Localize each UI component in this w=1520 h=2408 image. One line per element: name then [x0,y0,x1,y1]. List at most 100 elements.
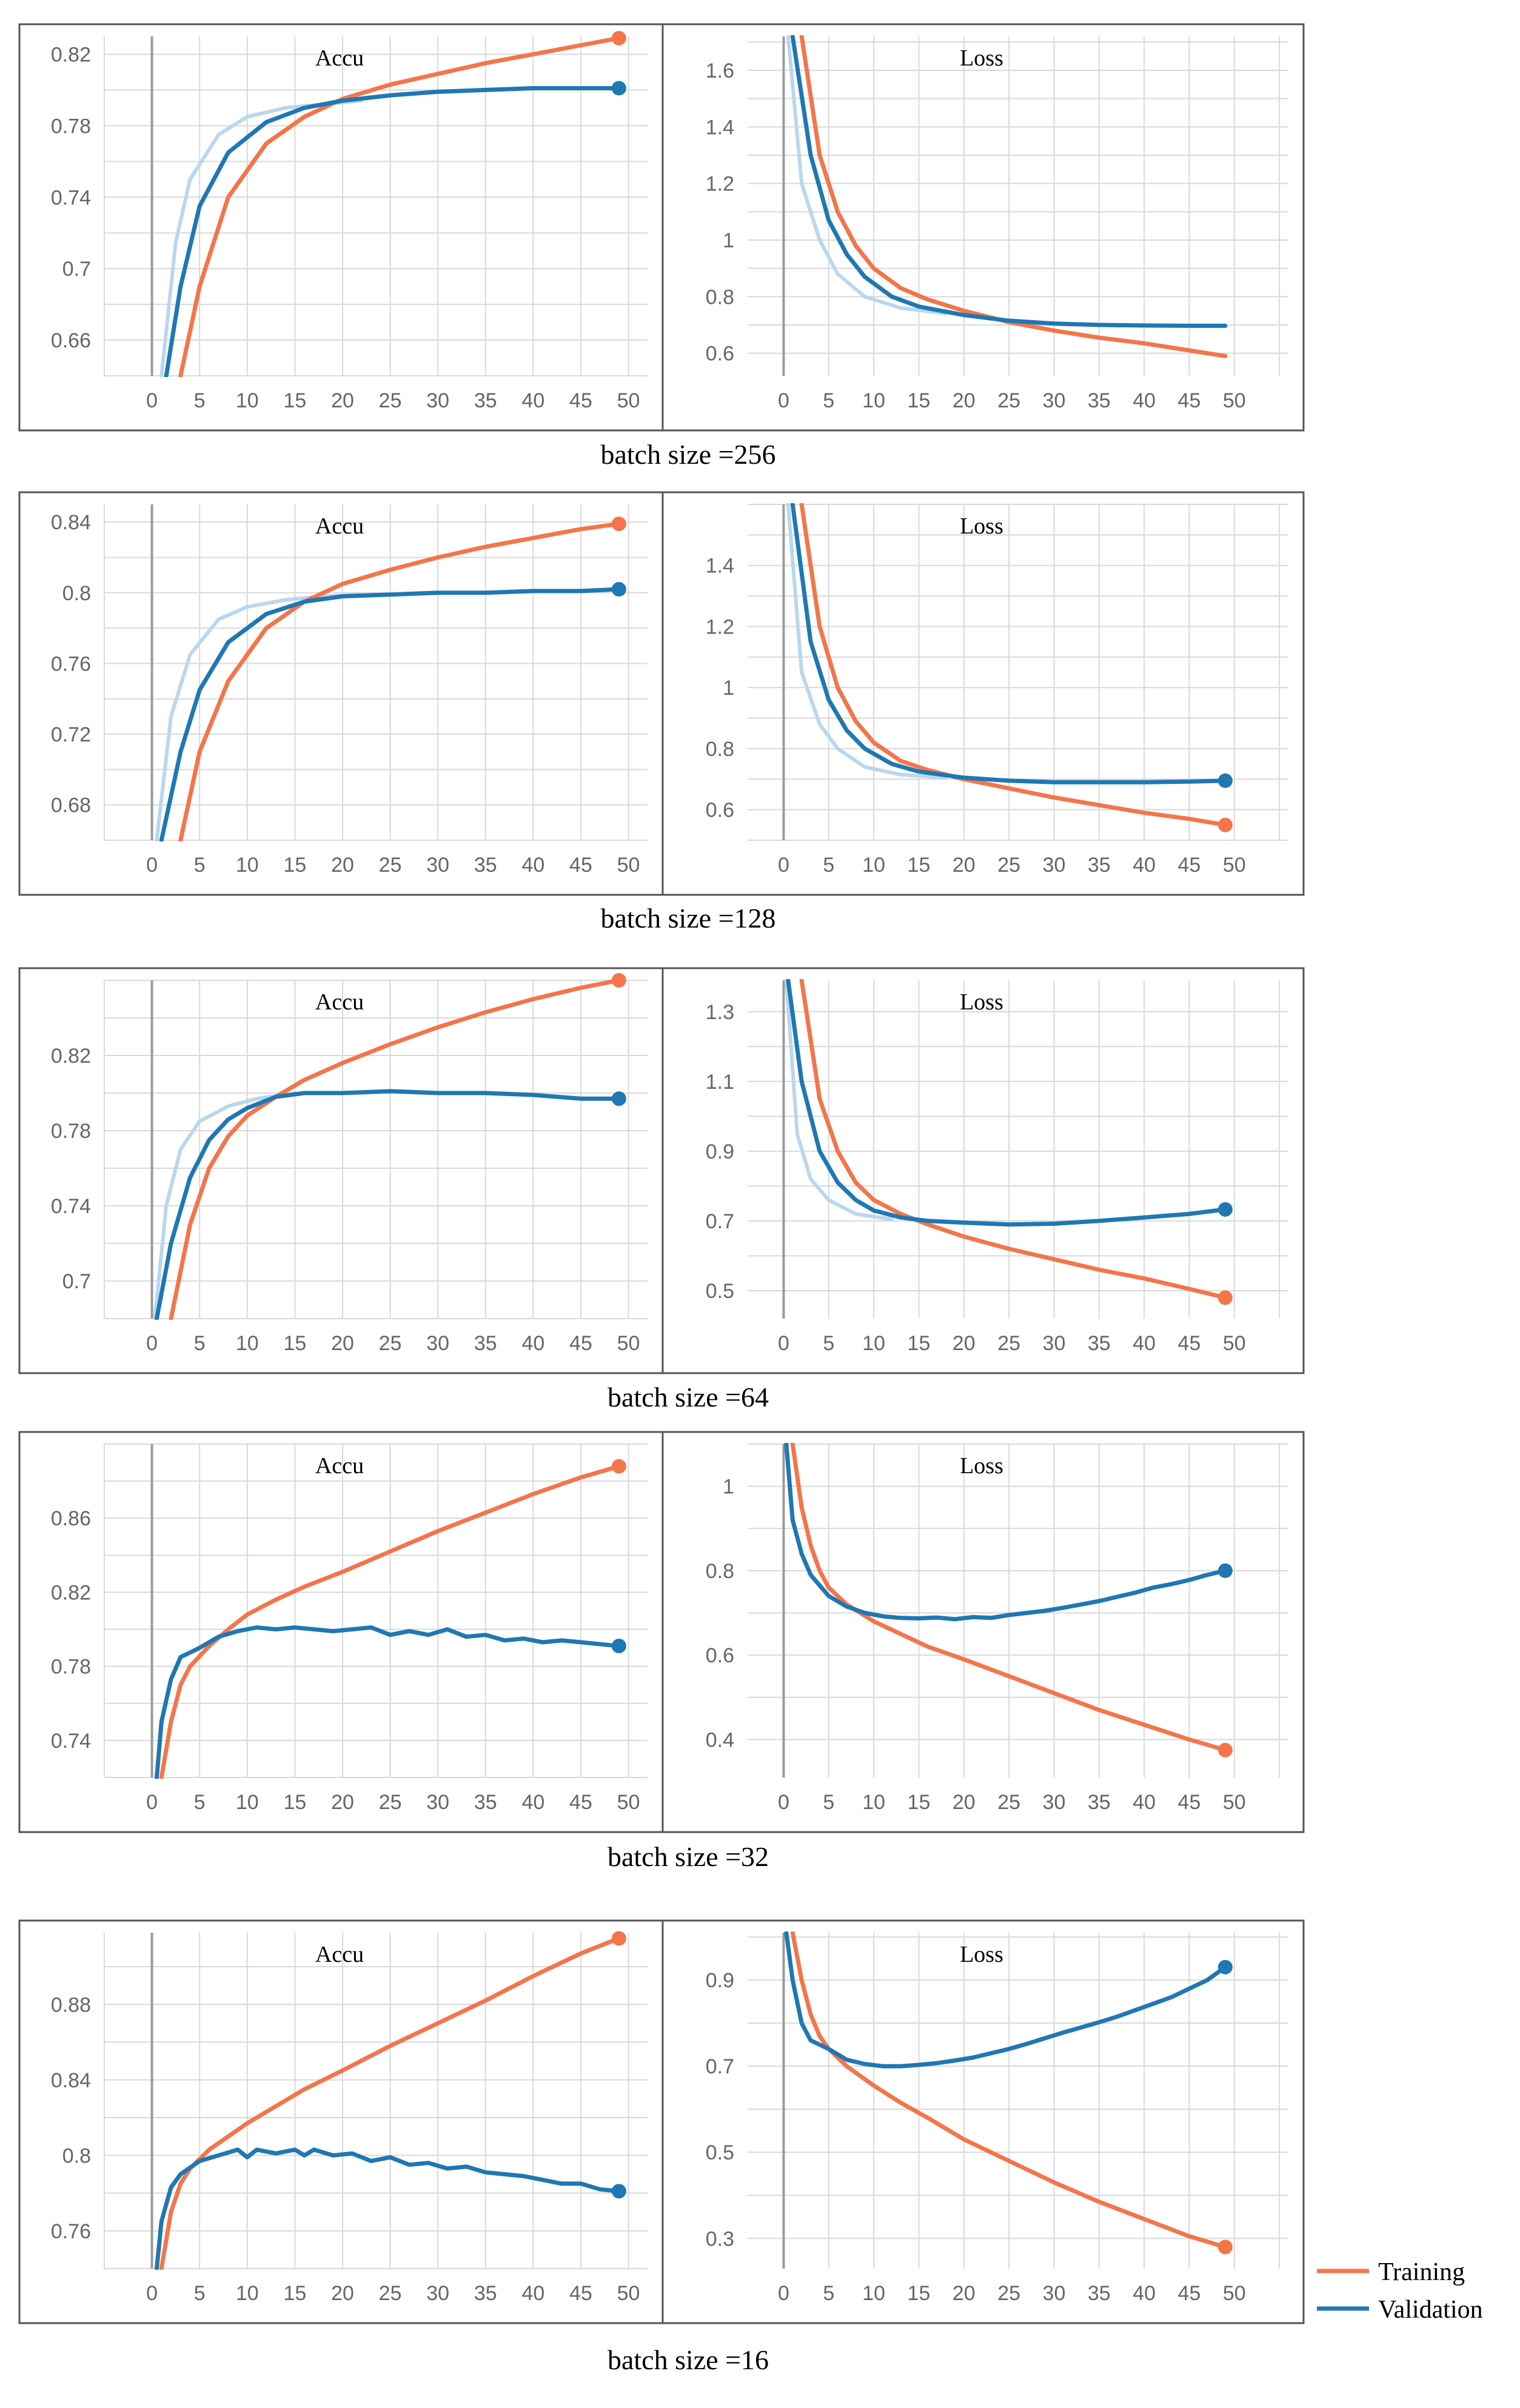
accu-x-tick-label: 50 [617,854,640,877]
accu-series-validation-raw [153,1091,297,1320]
loss-series-validation-raw [786,35,948,316]
accu-y-tick-label: 0.72 [51,723,91,746]
accu-series-training [159,1464,621,1779]
accu-title: Accu [315,45,364,71]
loss-y-tick-label: 1.2 [706,615,734,638]
accu-x-tick-label: 35 [474,1791,497,1814]
loss-y-tick-label: 0.8 [706,738,734,761]
loss-series-training [799,35,1228,358]
loss-x-tick-label: 40 [1133,389,1156,412]
loss-panel: 0 5 10 15 20 25 30 35 40 45 50 0.6 0.8 1 1.2 1.4 1.6 Loss [706,35,1288,412]
loss-x-tick-label: 20 [953,854,976,877]
loss-y-tick-label: 1 [723,1476,734,1499]
accu-y-tick-label: 0.82 [51,1045,91,1068]
accu-series-training [178,36,621,377]
loss-end-marker-validation [1217,773,1233,788]
accu-x-tick-label: 25 [379,854,402,877]
accu-y-tick-label: 0.74 [51,1195,91,1218]
accu-x-tick-label: 20 [331,1332,354,1355]
loss-series-group [784,979,1228,1300]
loss-x-tick-label: 35 [1088,2282,1111,2305]
batch-size-caption: batch size =64 [608,1382,769,1413]
accu-x-tick-label: 35 [474,2282,497,2305]
loss-title: Loss [960,513,1003,539]
accu-y-tick-label: 0.78 [51,1656,91,1679]
row-batch-4: 0 5 10 15 20 25 30 35 40 45 500.760.80.840.88Accu0… [18,1919,1305,2375]
loss-x-tick-label: 5 [823,2282,834,2305]
row-frame [18,1431,1305,1833]
loss-x-tick-label: 15 [908,389,931,412]
loss-x-tick-label: 5 [823,1332,834,1355]
accu-x-tick-label: 0 [146,389,158,412]
accu-y-tick-label: 0.7 [62,258,91,281]
accu-y-tick-label: 0.82 [51,43,91,66]
accu-end-marker-training [611,1931,626,1946]
accu-end-marker-validation [611,2184,626,2199]
loss-y-tick-label: 0.7 [706,2055,734,2078]
row-frame [18,23,1305,432]
loss-series-validation [784,1443,1228,1622]
accu-x-tick-label: 20 [331,1791,354,1814]
loss-series-group [784,1443,1228,1753]
loss-title: Loss [960,1942,1003,1967]
loss-x-tick-label: 15 [908,1791,931,1814]
loss-end-marker-training [1217,817,1233,832]
accu-x-tick-label: 0 [146,854,158,877]
loss-x-tick-label: 0 [778,389,789,412]
accu-y-tick-label: 0.8 [62,2144,91,2167]
accu-x-tick-label: 20 [331,389,354,412]
loss-x-tick-label: 10 [862,854,885,877]
accu-y-tick-label: 0.76 [51,2220,91,2243]
loss-y-tick-label: 1 [723,229,734,252]
accu-y-tick-label: 0.88 [51,1993,91,2016]
accu-y-tick-label: 0.74 [51,186,91,209]
accu-x-tick-label: 25 [379,2282,402,2305]
row-batch-3: 0 5 10 15 20 25 30 35 40 45 500.740.780.820.86Accu… [18,1431,1305,1872]
loss-y-tick-label: 1.4 [706,116,734,139]
loss-end-marker-training [1217,1290,1233,1305]
accu-end-marker-validation [611,581,626,597]
accu-x-tick-label: 40 [521,854,544,877]
accu-x-tick-label: 25 [379,389,402,412]
accu-x-tick-label: 35 [474,1332,497,1355]
loss-y-tick-label: 1.6 [706,59,734,82]
accu-y-tick-label: 0.86 [51,1507,91,1530]
loss-x-tick-label: 15 [908,2282,931,2305]
loss-x-tick-label: 5 [823,1791,834,1814]
accu-x-tick-label: 35 [474,389,497,412]
loss-x-tick-label: 25 [997,2282,1020,2305]
loss-x-tick-label: 20 [953,2282,976,2305]
loss-y-tick-label: 0.4 [706,1728,734,1751]
accu-y-tick-label: 0.7 [62,1270,91,1293]
loss-x-tick-label: 50 [1223,2282,1246,2305]
accu-y-tick-label: 0.82 [51,1581,91,1604]
accu-x-tick-label: 50 [617,1332,640,1355]
accu-end-marker-validation [611,81,626,96]
loss-series-validation-raw [786,503,948,780]
accu-x-tick-label: 15 [283,1332,306,1355]
batch-size-caption: batch size =16 [608,2344,769,2375]
accu-x-tick-label: 45 [569,1332,592,1355]
accu-panel: 0 5 10 15 20 25 30 35 40 45 50 0.66 0.7 0.74 0.78 0.82 A… [51,30,648,412]
accu-title: Accu [315,1942,364,1967]
accu-x-tick-label: 45 [569,1791,592,1814]
accu-x-tick-label: 40 [521,389,544,412]
loss-title: Loss [960,1453,1003,1479]
row-frame [18,967,1305,1374]
loss-end-marker-validation [1217,1202,1233,1217]
loss-x-tick-label: 50 [1223,1332,1246,1355]
loss-title: Loss [960,45,1003,71]
loss-series-validation [784,1931,1228,2069]
loss-x-tick-label: 40 [1133,1332,1156,1355]
legend: Training Validation [1317,2258,1483,2324]
loss-x-tick-label: 0 [778,854,789,877]
accu-series-validation [155,1089,621,1320]
loss-y-tick-label: 0.5 [706,1280,734,1303]
loss-series-training [799,979,1228,1300]
accu-end-marker-training [611,517,626,532]
loss-title: Loss [960,989,1003,1015]
accu-x-tick-label: 10 [236,1791,259,1814]
loss-y-tick-label: 1.2 [706,173,734,196]
